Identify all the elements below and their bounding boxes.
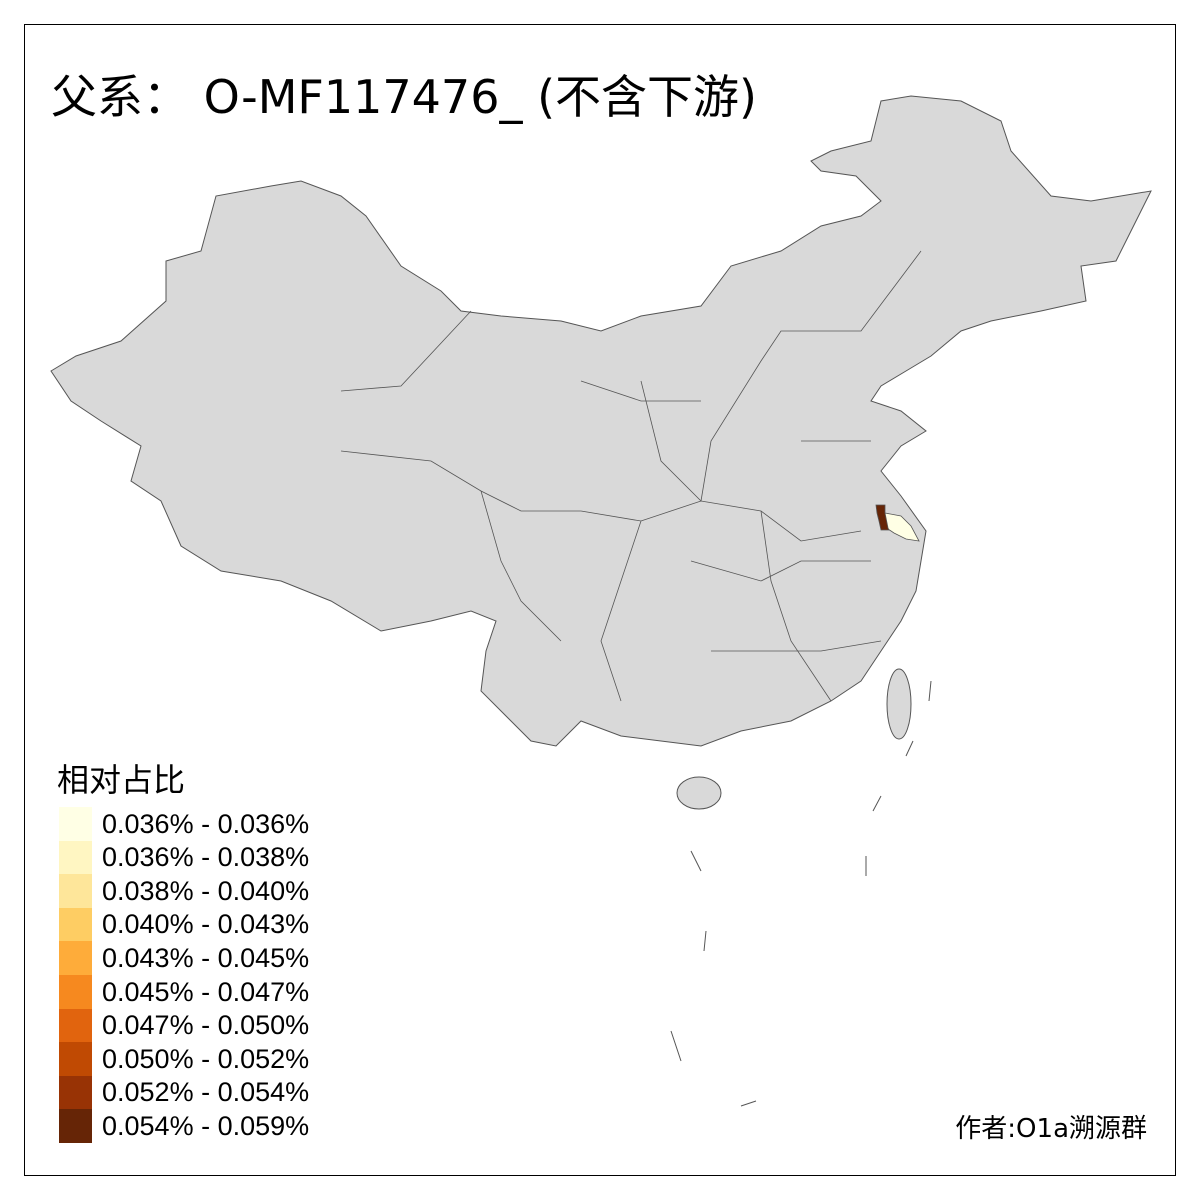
legend-item: 0.040% - 0.043%	[59, 907, 310, 942]
legend-label: 0.040% - 0.043%	[102, 909, 310, 940]
legend-label: 0.052% - 0.054%	[102, 1077, 310, 1108]
map-title: 父系： O-MF117476_ (不含下游)	[51, 70, 757, 124]
legend-item: 0.038% - 0.040%	[59, 874, 310, 909]
south-sea-islands	[670, 680, 932, 1107]
legend-swatch	[59, 874, 92, 909]
legend-swatch	[59, 907, 92, 942]
legend-swatch	[59, 941, 92, 976]
legend-label: 0.050% - 0.052%	[102, 1043, 310, 1074]
legend-item: 0.043% - 0.045%	[59, 941, 310, 976]
map-frame: 父系： O-MF117476_ (不含下游) 相对占比 0.036% - 0.0…	[24, 24, 1176, 1176]
legend-label: 0.036% - 0.038%	[102, 842, 310, 873]
mainland-region	[50, 95, 1152, 747]
legend-title: 相对占比	[57, 761, 186, 799]
china-map	[50, 95, 1152, 1107]
legend-swatch	[59, 807, 92, 841]
legend-item: 0.047% - 0.050%	[59, 1008, 310, 1043]
author-credit: 作者:O1a溯源群	[955, 1114, 1147, 1144]
province-borders	[340, 250, 922, 702]
legend-item: 0.045% - 0.047%	[59, 975, 309, 1009]
legend-swatch	[59, 1109, 92, 1144]
legend-label: 0.036% - 0.036%	[102, 808, 310, 839]
legend-label: 0.047% - 0.050%	[102, 1010, 310, 1041]
legend-item: 0.052% - 0.054%	[59, 1075, 310, 1110]
hainan-region	[676, 776, 722, 810]
legend-item: 0.036% - 0.038%	[59, 840, 310, 875]
legend-label: 0.038% - 0.040%	[102, 875, 310, 906]
legend-item: 0.036% - 0.036%	[59, 807, 309, 841]
taiwan-region	[886, 668, 912, 740]
legend-item: 0.050% - 0.052%	[59, 1042, 310, 1077]
legend-label: 0.045% - 0.047%	[102, 976, 310, 1007]
legend-swatch	[59, 1008, 92, 1043]
legend-item: 0.054% - 0.059%	[59, 1109, 310, 1144]
legend-swatch	[59, 1075, 92, 1110]
legend-label: 0.043% - 0.045%	[102, 942, 310, 973]
highlighted-region-dark	[875, 504, 890, 531]
legend-swatch	[59, 840, 92, 875]
legend-swatch	[59, 1042, 92, 1077]
legend-swatch	[59, 975, 92, 1009]
legend-label: 0.054% - 0.059%	[102, 1110, 310, 1141]
